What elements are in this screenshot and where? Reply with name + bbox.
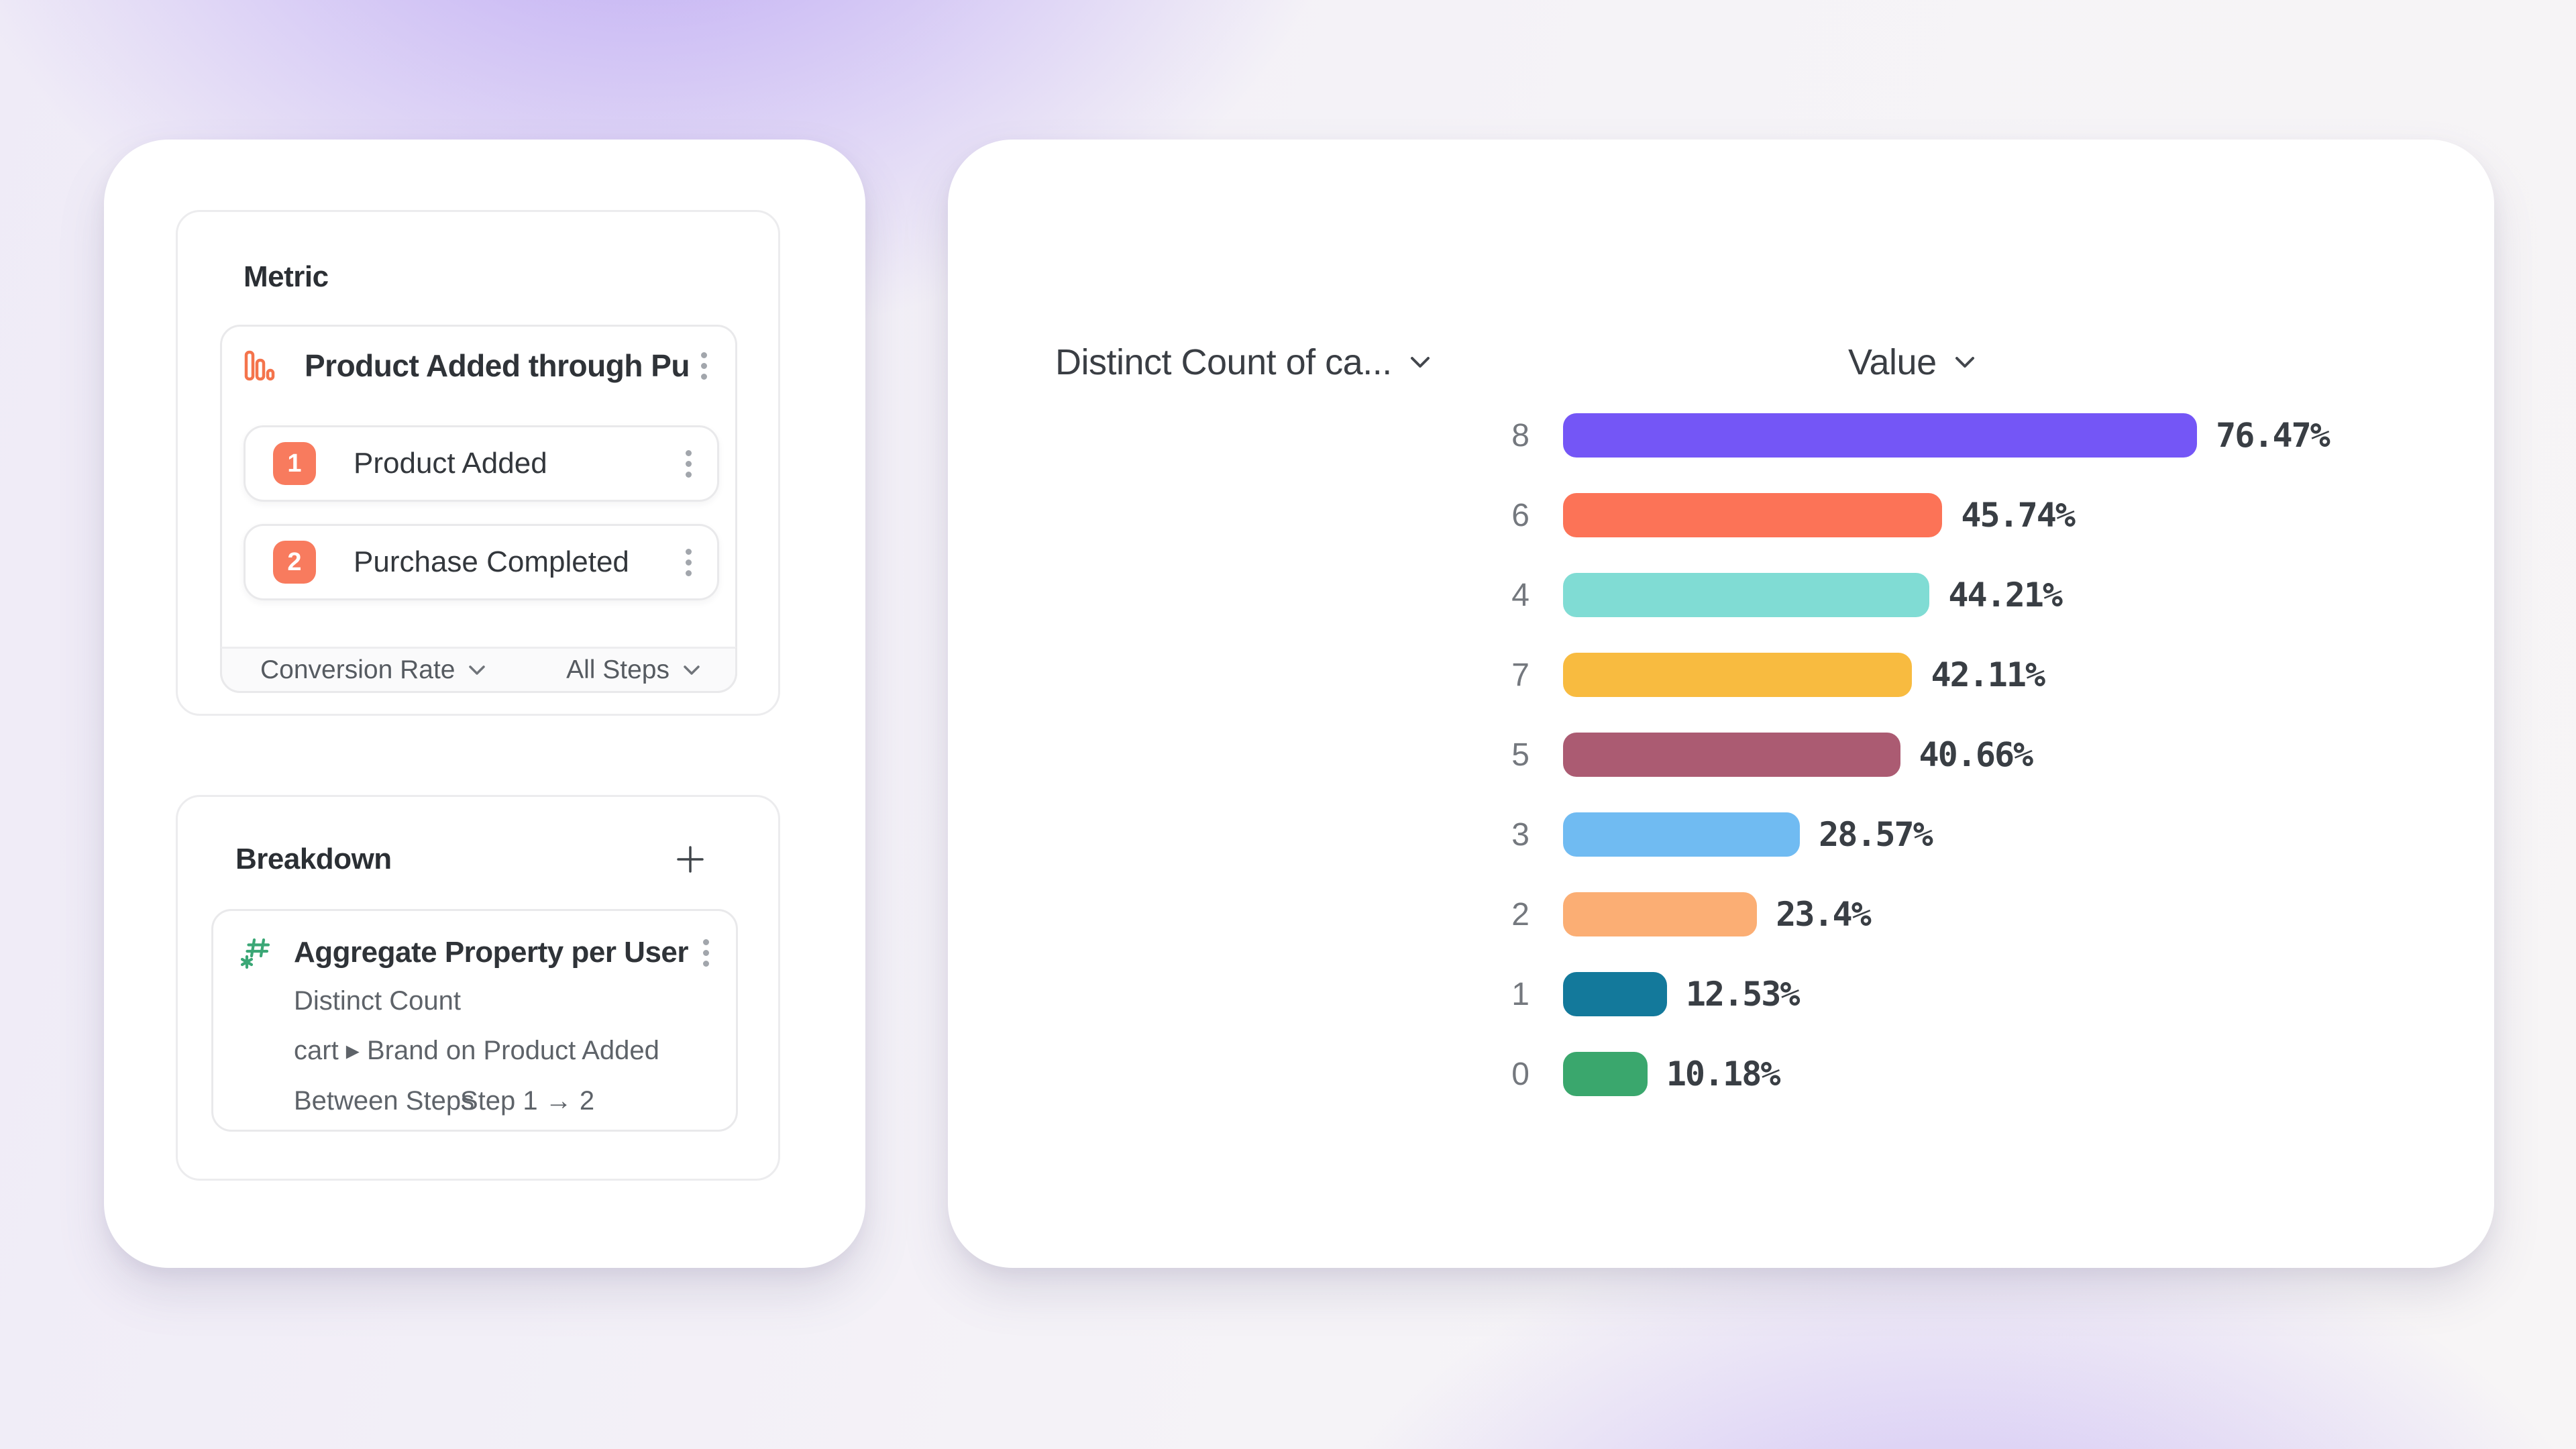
category-column-label: Distinct Count of ca... bbox=[1055, 342, 1392, 382]
value-label: 40.66% bbox=[1919, 735, 2034, 774]
conversion-rate-label: Conversion Rate bbox=[260, 655, 455, 684]
scope-row: Between Steps Step 1 → 2 bbox=[294, 1084, 716, 1118]
chart-row: 2 23.4% bbox=[948, 892, 2467, 936]
scope-label: Between Steps bbox=[294, 1086, 475, 1116]
aggregate-property-title: Aggregate Property per User bbox=[294, 936, 689, 969]
chevron-down-icon bbox=[684, 665, 700, 675]
category-label: 5 bbox=[1511, 737, 1529, 773]
funnel-step-2[interactable]: 2 Purchase Completed bbox=[244, 524, 719, 600]
chevron-down-icon bbox=[1410, 357, 1430, 368]
category-column-dropdown[interactable]: Distinct Count of ca... bbox=[1055, 339, 1431, 385]
metric-panel: Metric Product Added through Purcha... 1… bbox=[176, 210, 780, 716]
controls-card: Metric Product Added through Purcha... 1… bbox=[104, 140, 865, 1268]
category-label: 6 bbox=[1511, 497, 1529, 533]
aggregate-property-header: Aggregate Property per User bbox=[240, 931, 720, 974]
bar[interactable] bbox=[1563, 1052, 1648, 1096]
chart-row: 5 40.66% bbox=[948, 733, 2467, 777]
bar[interactable] bbox=[1563, 573, 1930, 617]
value-label: 23.4% bbox=[1776, 895, 1872, 934]
funnel-footer: Conversion Rate All Steps bbox=[220, 647, 737, 693]
funnel-definition-panel: Product Added through Purcha... 1 Produc… bbox=[220, 325, 737, 693]
aggregation-type-row: Distinct Count bbox=[294, 986, 461, 1016]
metric-section-title: Metric bbox=[244, 260, 329, 293]
value-label: 10.18% bbox=[1666, 1055, 1781, 1093]
value-label: 45.74% bbox=[1961, 496, 2076, 535]
step-label: Product Added bbox=[354, 447, 547, 480]
bar[interactable] bbox=[1563, 493, 1943, 537]
breakdown-section-title: Breakdown bbox=[235, 843, 392, 875]
scope-value: Step 1 → 2 bbox=[460, 1086, 595, 1116]
step-number-badge: 1 bbox=[273, 442, 316, 485]
breakdown-panel: Breakdown Aggregate Property per User bbox=[176, 795, 780, 1181]
funnel-header: Product Added through Purcha... bbox=[244, 341, 718, 390]
chevron-down-icon bbox=[469, 665, 486, 675]
all-steps-label: All Steps bbox=[566, 655, 669, 684]
category-label: 3 bbox=[1511, 816, 1529, 853]
breakdown-header: Breakdown bbox=[235, 836, 711, 883]
category-label: 4 bbox=[1511, 577, 1529, 613]
all-steps-dropdown[interactable]: All Steps bbox=[566, 655, 700, 685]
chevron-down-icon bbox=[1955, 357, 1974, 368]
chart-row: 6 45.74% bbox=[948, 493, 2467, 537]
value-label: 42.11% bbox=[1931, 655, 2045, 694]
bar[interactable] bbox=[1563, 892, 1758, 936]
category-label: 8 bbox=[1511, 417, 1529, 453]
bar[interactable] bbox=[1563, 812, 1801, 857]
funnel-step-1[interactable]: 1 Product Added bbox=[244, 425, 719, 502]
chart-card: Distinct Count of ca... Value 8 76.47% 6 45… bbox=[948, 140, 2494, 1268]
funnel-chart-icon bbox=[244, 350, 275, 381]
value-label: 28.57% bbox=[1819, 815, 1933, 854]
add-breakdown-button[interactable] bbox=[669, 839, 711, 880]
aggregate-property-panel[interactable]: Aggregate Property per User Distinct Cou… bbox=[211, 909, 738, 1132]
bar[interactable] bbox=[1563, 653, 1913, 697]
chart-row: 3 28.57% bbox=[948, 812, 2467, 857]
step-number-badge: 2 bbox=[273, 541, 316, 584]
value-column-dropdown[interactable]: Value bbox=[1848, 339, 1976, 385]
value-label: 44.21% bbox=[1948, 576, 2063, 614]
numeric-property-hash-icon bbox=[240, 938, 270, 969]
step-2-menu-button[interactable] bbox=[675, 539, 702, 586]
funnel-menu-button[interactable] bbox=[690, 343, 718, 389]
category-label: 0 bbox=[1511, 1056, 1529, 1092]
chart-row: 8 76.47% bbox=[948, 413, 2467, 458]
funnel-title: Product Added through Purcha... bbox=[305, 348, 690, 383]
bar[interactable] bbox=[1563, 733, 1900, 777]
bar[interactable] bbox=[1563, 972, 1667, 1016]
category-label: 1 bbox=[1511, 976, 1529, 1012]
plus-icon bbox=[677, 846, 704, 873]
step-label: Purchase Completed bbox=[354, 545, 629, 578]
horizontal-bar-chart: 8 76.47% 6 45.74% 4 44.21% 7 42.11% 5 40.66% 3 28.5… bbox=[948, 413, 2467, 1096]
value-column-label: Value bbox=[1848, 342, 1937, 382]
bar[interactable] bbox=[1563, 413, 2198, 458]
chart-row: 0 10.18% bbox=[948, 1052, 2467, 1096]
step-1-menu-button[interactable] bbox=[675, 441, 702, 487]
value-label: 12.53% bbox=[1685, 975, 1801, 1014]
value-label: 76.47% bbox=[2216, 416, 2330, 455]
breakdown-menu-button[interactable] bbox=[692, 930, 720, 976]
conversion-rate-dropdown[interactable]: Conversion Rate bbox=[260, 655, 486, 685]
chart-row: 1 12.53% bbox=[948, 972, 2467, 1016]
chart-row: 7 42.11% bbox=[948, 653, 2467, 697]
chart-row: 4 44.21% bbox=[948, 573, 2467, 617]
category-label: 2 bbox=[1511, 896, 1529, 932]
category-label: 7 bbox=[1511, 657, 1529, 693]
property-path-row: cart ▸ Brand on Product Added bbox=[294, 1036, 659, 1065]
